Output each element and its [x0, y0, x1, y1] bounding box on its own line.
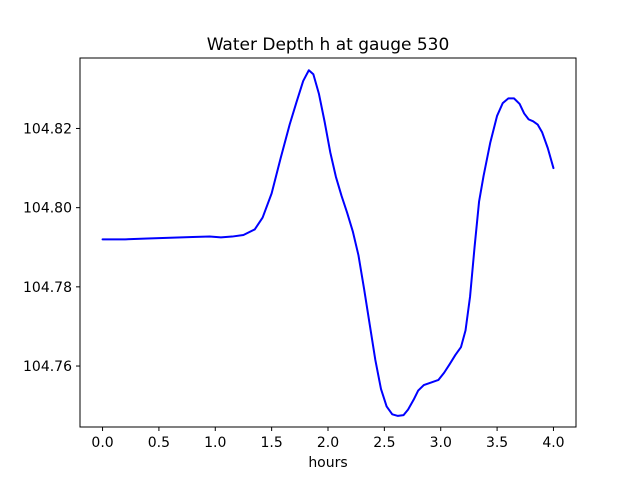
x-tick-label: 2.0 [317, 435, 339, 451]
y-tick-label: 104.76 [23, 359, 72, 375]
x-tick-label: 0.5 [148, 435, 170, 451]
x-tick-label: 1.5 [261, 435, 283, 451]
x-tick-label: 3.5 [486, 435, 508, 451]
x-axis-ticks: 0.0 0.5 1.0 1.5 2.0 2.5 3.0 3.5 4.0 [91, 427, 565, 451]
y-axis-ticks: 104.76 104.78 104.80 104.82 [23, 121, 80, 375]
series-line [101, 69, 555, 417]
x-tick-label: 1.0 [204, 435, 226, 451]
y-tick-label: 104.78 [23, 280, 72, 296]
x-tick-label: 4.0 [542, 435, 564, 451]
x-axis-label: hours [308, 455, 347, 471]
x-tick-label: 0.0 [91, 435, 113, 451]
chart-title: Water Depth h at gauge 530 [207, 35, 450, 55]
y-tick-label: 104.82 [23, 121, 72, 137]
series-layer [101, 69, 555, 417]
x-tick-label: 3.0 [430, 435, 452, 451]
x-tick-label: 2.5 [373, 435, 395, 451]
y-tick-label: 104.80 [23, 201, 72, 217]
